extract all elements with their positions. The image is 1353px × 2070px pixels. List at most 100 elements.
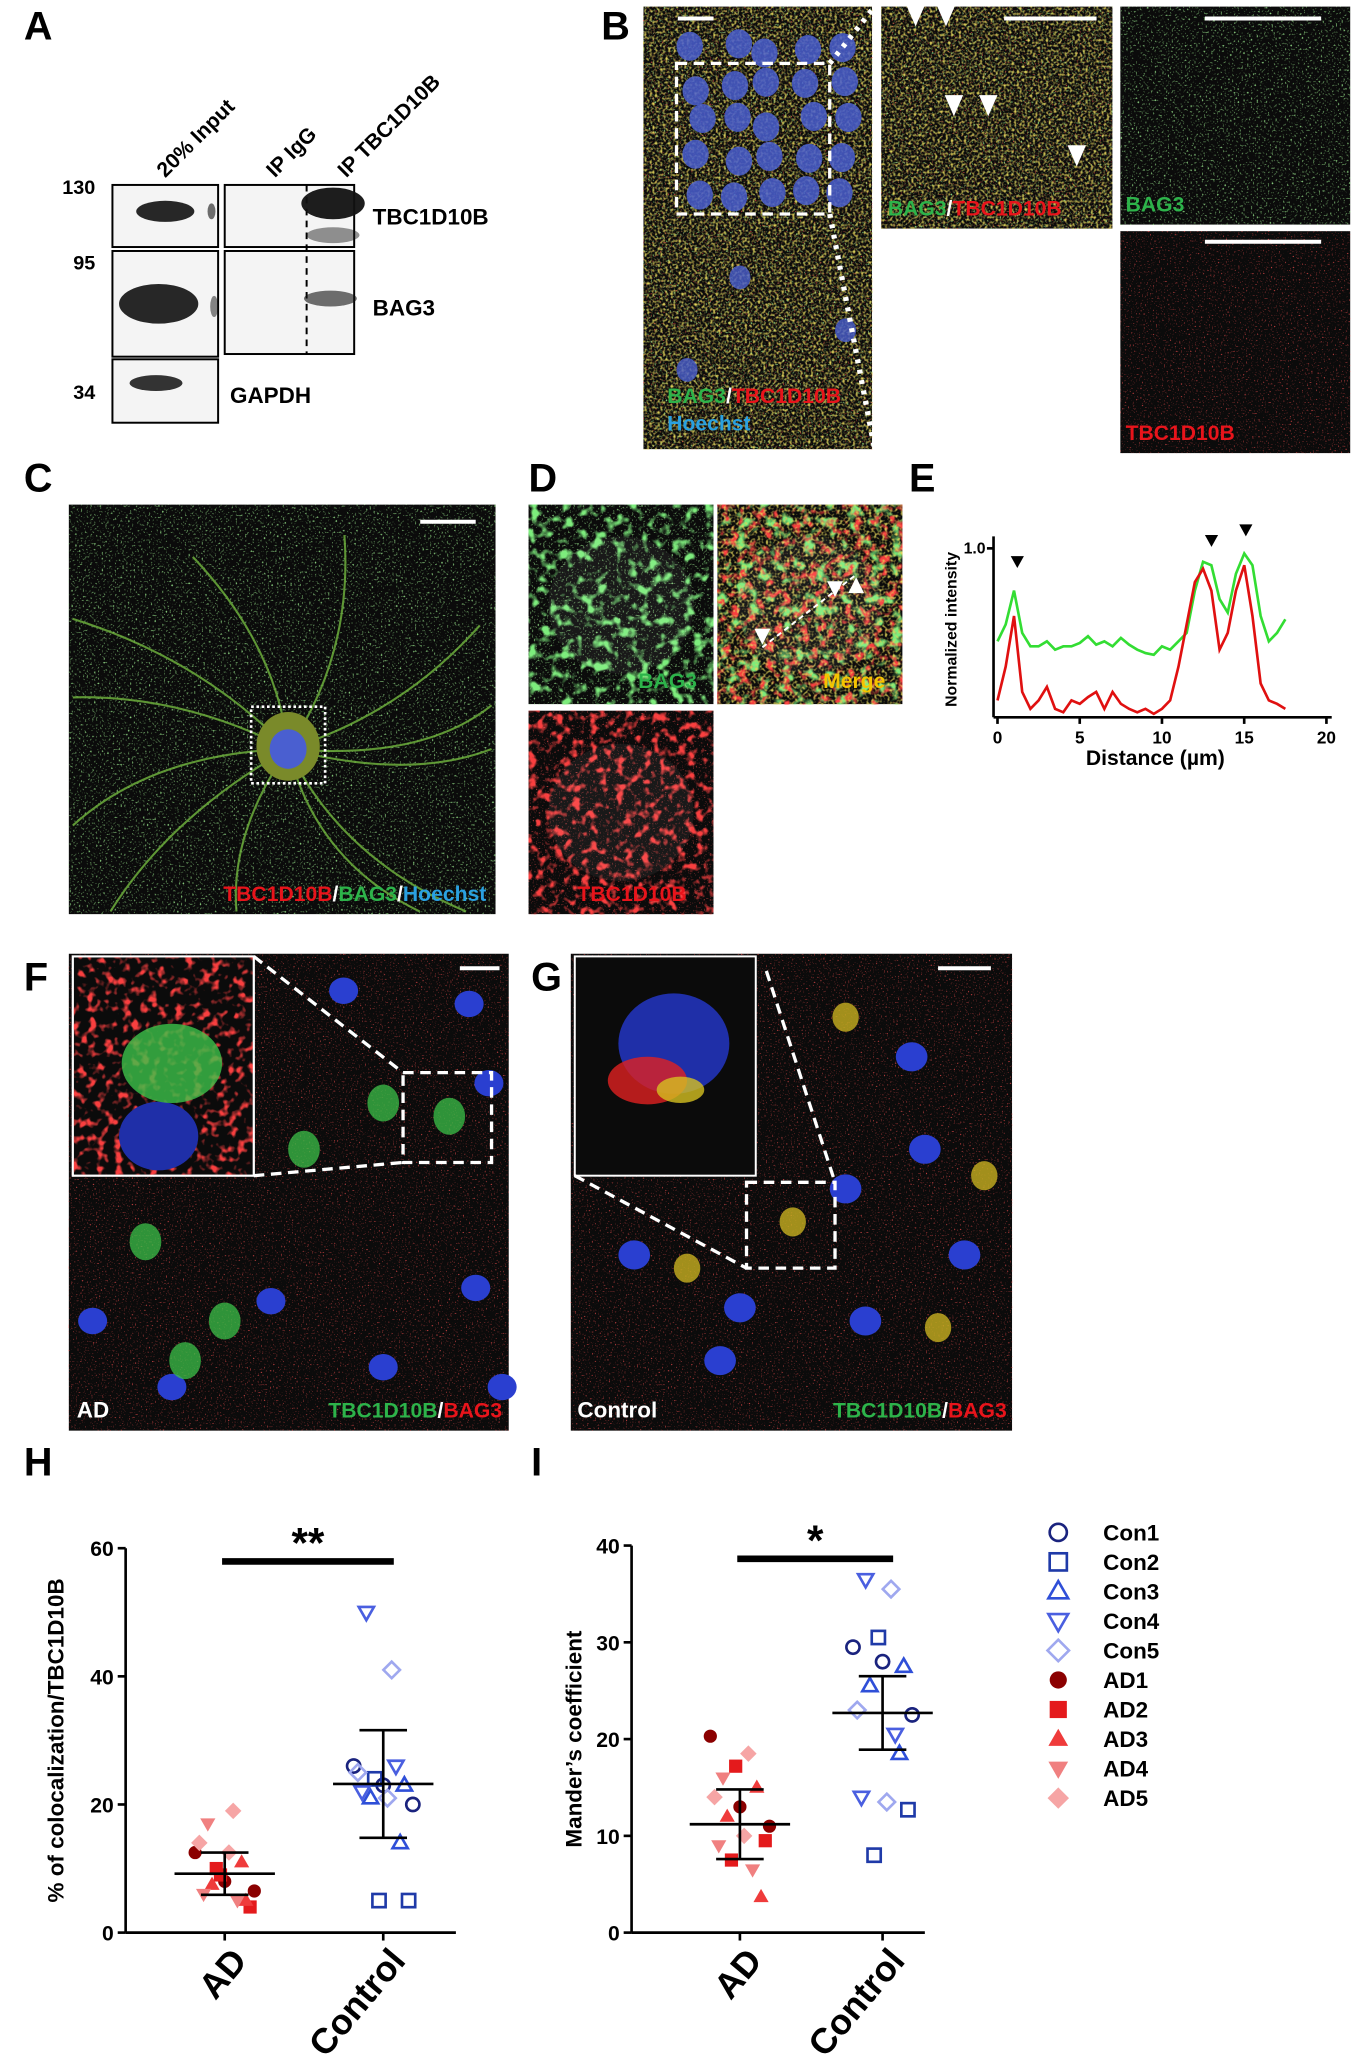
panel-label: H: [24, 1441, 53, 1485]
data-point: [719, 1808, 735, 1822]
data-point: [347, 1762, 369, 1783]
caption-part: /: [397, 883, 403, 906]
data-point: [234, 1854, 250, 1868]
nucleus: [725, 29, 753, 59]
legend-symbol: [1049, 1671, 1067, 1689]
neurite: [288, 704, 493, 753]
data-point: [204, 1876, 220, 1890]
micrograph-tag: Control: [577, 1397, 657, 1422]
zoom-connector: [827, 213, 878, 450]
significance: **: [291, 1519, 324, 1566]
nucleus: [487, 1373, 517, 1401]
data-point: [753, 1888, 769, 1903]
micrograph-signal: [1120, 231, 1351, 454]
arrowhead: [754, 628, 771, 645]
nucleus: [835, 318, 857, 343]
legend-label: Con4: [1103, 1609, 1160, 1634]
data-point: [904, 1706, 921, 1723]
arrowhead: [1067, 145, 1087, 167]
aggregate: [832, 1002, 859, 1032]
legend-symbol: [1046, 1612, 1071, 1634]
arrowhead: [936, 5, 956, 27]
y-tick-label: 40: [596, 1535, 620, 1558]
aggregate: [121, 1023, 223, 1104]
zoom-connector: [574, 1174, 748, 1270]
aggregate: [924, 1313, 952, 1343]
nucleus: [729, 265, 751, 290]
legend-symbol: [1048, 1551, 1069, 1572]
peak-marker: [1204, 535, 1219, 547]
data-point: [740, 1745, 757, 1762]
y-axis-label: % of colocalization/TBC1D10B: [44, 1578, 69, 1902]
zoom-connector: [764, 970, 837, 1183]
aggregate: [433, 1097, 466, 1135]
nucleus: [791, 68, 819, 98]
aggregate: [779, 1207, 806, 1237]
legend-label: Con5: [1103, 1638, 1159, 1663]
nucleus: [751, 38, 778, 68]
micrograph-signal: [1120, 6, 1351, 225]
data-point: [229, 1895, 245, 1909]
caption-part: TBC1D10B: [732, 385, 841, 408]
micrograph-caption: TBC1D10B/BAG3/Hoechst: [223, 883, 486, 906]
caption-part: TBC1D10B: [577, 883, 686, 906]
data-point: [224, 1802, 242, 1820]
neurite: [109, 748, 289, 913]
nucleus: [759, 177, 786, 208]
nucleus: [752, 67, 780, 97]
zoom-connector: [827, 4, 877, 66]
caption-part: BAG3: [338, 883, 397, 906]
cell-body: [548, 743, 694, 882]
nucleus: [269, 729, 307, 769]
micrograph-caption: TBC1D10B: [1126, 422, 1235, 445]
nucleus: [800, 101, 828, 131]
caption-part: /: [947, 197, 953, 220]
nucleus: [895, 1042, 928, 1072]
data-point: [706, 1788, 723, 1806]
blot-marker: 130: [62, 177, 95, 199]
blot-band: [207, 203, 216, 220]
blot-band: [129, 375, 183, 392]
nucleus: [454, 990, 484, 1018]
legend-symbol: [1046, 1578, 1071, 1600]
panel-label: I: [531, 1441, 542, 1485]
caption-part: TBC1D10B: [223, 883, 332, 906]
nucleus: [721, 70, 749, 101]
y-tick-label: 0: [102, 1923, 114, 1946]
legend-label: AD5: [1103, 1786, 1148, 1811]
peak-marker: [1239, 524, 1253, 537]
profile-series: [996, 564, 1287, 716]
data-point: [889, 1743, 910, 1761]
legend-label: AD4: [1103, 1756, 1148, 1781]
legend-symbol: [1049, 1700, 1067, 1719]
blot-column-label: 20% Input: [153, 95, 240, 182]
panel-label: A: [24, 5, 53, 49]
micrograph-signal: [881, 6, 1113, 229]
x-tick-label: Control: [800, 1941, 912, 2064]
arrowhead: [906, 5, 925, 27]
data-point: [711, 1840, 727, 1854]
micrograph-caption: BAG3: [1126, 193, 1185, 216]
blot-frame: [111, 358, 220, 424]
data-point: [855, 1572, 876, 1591]
nucleus: [157, 1373, 187, 1401]
inset-frame: [71, 955, 255, 1177]
nucleus: [689, 103, 716, 134]
data-point: [893, 1655, 914, 1674]
nucleus: [256, 1287, 286, 1315]
data-point: [238, 1892, 254, 1906]
cell-body: [737, 536, 883, 674]
nucleus: [831, 67, 858, 97]
significance: *: [807, 1517, 824, 1564]
data-point: [360, 1787, 381, 1805]
panel-label: G: [531, 956, 562, 1000]
cell-body: [548, 536, 694, 674]
nucleus: [826, 178, 853, 208]
y-tick-label: 20: [596, 1729, 620, 1752]
data-point: [735, 1827, 753, 1845]
data-point: [390, 1832, 411, 1850]
micrograph-caption: BAG3/TBC1D10B: [667, 385, 841, 408]
arrowhead: [827, 581, 843, 598]
arrowhead: [979, 95, 998, 117]
caption-part: Hoechst: [667, 413, 750, 436]
